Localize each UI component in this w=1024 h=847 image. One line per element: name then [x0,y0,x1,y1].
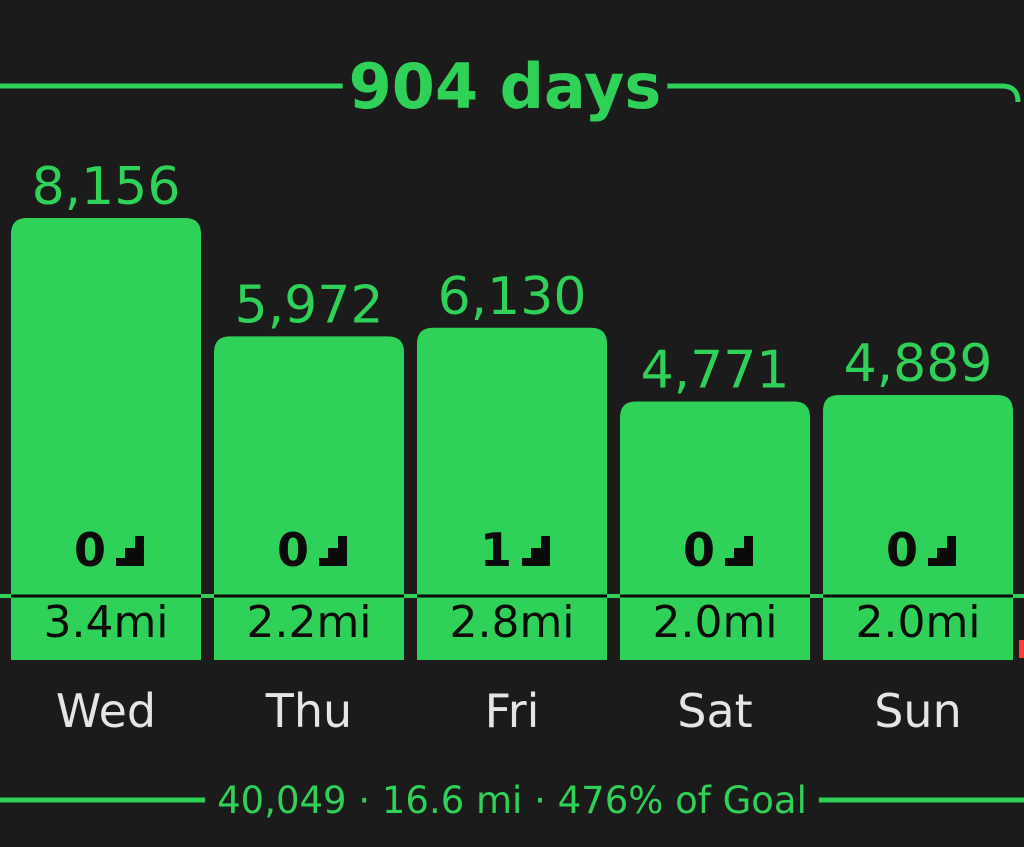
bar-group: 8,156 0 3.4mi Wed 5,972 0 2.2mi Thu 6,130 1 2.8mi F… [11,157,1013,738]
bar-wed[interactable] [11,218,201,660]
distance-label: 2.2mi [246,597,371,648]
flights-label: 0 [886,523,918,577]
day-label: Wed [56,684,156,738]
summary-text: 40,049 · 16.6 mi · 476% of Goal [217,779,807,822]
distance-label: 2.0mi [652,597,777,648]
value-label: 6,130 [438,267,587,327]
summary-footer: 40,049 · 16.6 mi · 476% of Goal [0,779,1024,822]
flights-label: 1 [480,523,512,577]
distance-label: 2.8mi [449,597,574,648]
streak-banner: 904 days [0,50,1021,123]
stairs-icon [725,536,753,566]
day-label: Thu [265,684,352,738]
flights-label: 0 [277,523,309,577]
flights-label: 0 [683,523,715,577]
value-label: 4,771 [641,340,790,400]
value-label: 4,889 [844,334,993,394]
bar-sun[interactable] [823,395,1013,660]
bar-fri[interactable] [417,327,607,660]
day-label: Fri [485,684,540,738]
flights-label: 0 [74,523,106,577]
stairs-icon [522,536,550,566]
value-label: 8,156 [32,157,181,217]
bar-thu[interactable] [214,336,404,660]
streak-label: 904 days [349,50,662,123]
value-label: 5,972 [235,275,384,335]
banner-line-right [667,83,1021,103]
stairs-icon [928,536,956,566]
day-label: Sun [874,684,962,738]
stairs-icon [116,536,144,566]
distance-label: 3.4mi [43,597,168,648]
goal-marker [1019,640,1024,658]
day-label: Sat [677,684,752,738]
stairs-icon [319,536,347,566]
distance-label: 2.0mi [855,597,980,648]
